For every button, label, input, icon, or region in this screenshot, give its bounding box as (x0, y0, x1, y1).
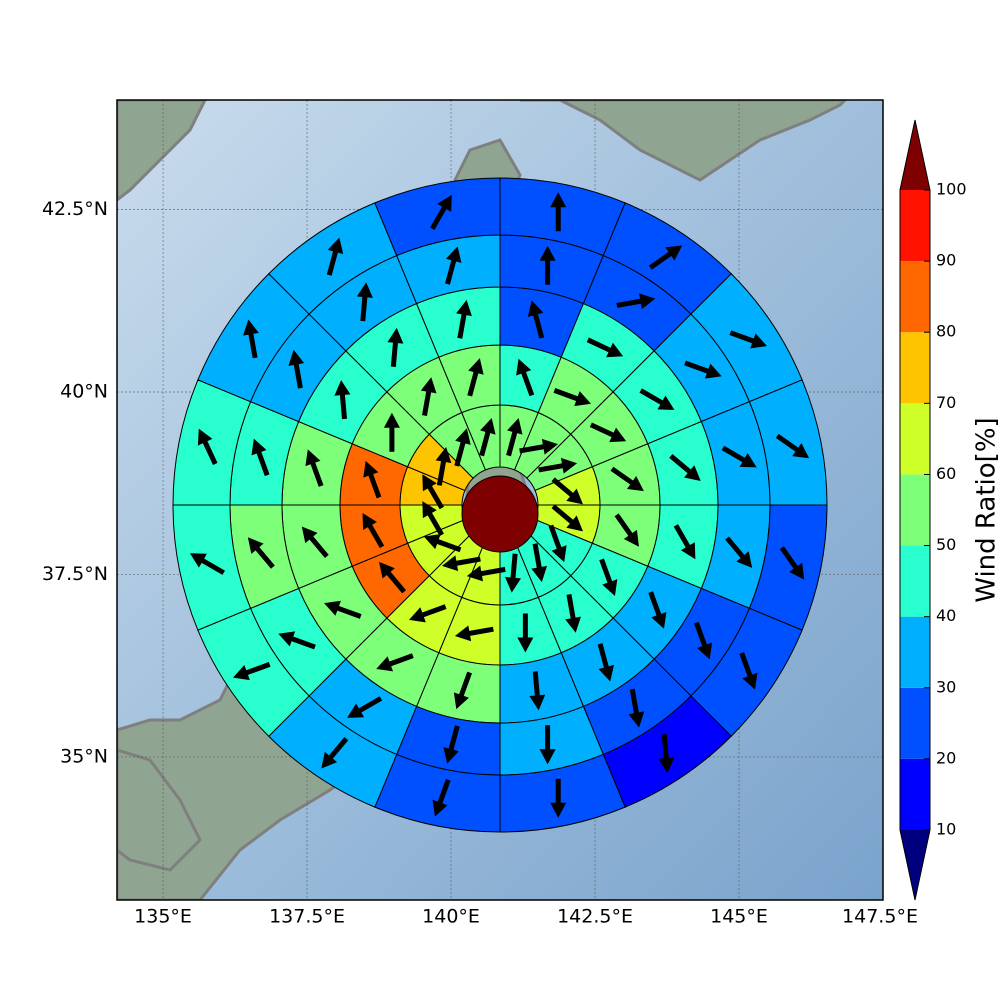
y-tick-label: 35°N (60, 745, 108, 767)
colorbar-tick-label: 70 (936, 393, 956, 412)
colorbar-bin (900, 261, 930, 332)
y-tick-label: 40°N (60, 380, 108, 402)
x-tick-label: 140°E (422, 906, 480, 928)
colorbar-bin (900, 546, 930, 617)
colorbar-over (900, 120, 930, 190)
colorbar-tick-label: 40 (936, 606, 956, 625)
colorbar-tick-label: 80 (936, 322, 956, 341)
colorbar-tick-label: 90 (936, 251, 956, 270)
colorbar-bin (900, 759, 930, 830)
x-tick-label: 135°E (134, 906, 192, 928)
x-tick-label: 145°E (710, 906, 768, 928)
colorbar-tick-label: 10 (936, 820, 956, 839)
colorbar-label: Wind Ratio[%] (972, 417, 1000, 602)
colorbar-bin (900, 332, 930, 403)
y-tick-label: 37.5°N (42, 563, 108, 585)
colorbar-bin (900, 474, 930, 545)
x-tick-label: 137.5°E (269, 906, 345, 928)
colorbar-tick-label: 20 (936, 748, 956, 767)
center-cell (462, 476, 538, 552)
colorbar-bin (900, 190, 930, 261)
colorbar-under (900, 830, 930, 900)
colorbar-tick-label: 50 (936, 535, 956, 554)
colorbar-tick-label: 60 (936, 464, 956, 483)
colorbar-tick-label: 100 (936, 180, 967, 199)
y-tick-label: 42.5°N (42, 198, 108, 220)
x-tick-label: 142.5°E (557, 906, 633, 928)
colorbar-bin (900, 403, 930, 474)
colorbar-bin (900, 617, 930, 688)
colorbar-bin (900, 688, 930, 759)
x-tick-label: 147.5°E (842, 906, 918, 928)
colorbar-tick-label: 30 (936, 677, 956, 696)
